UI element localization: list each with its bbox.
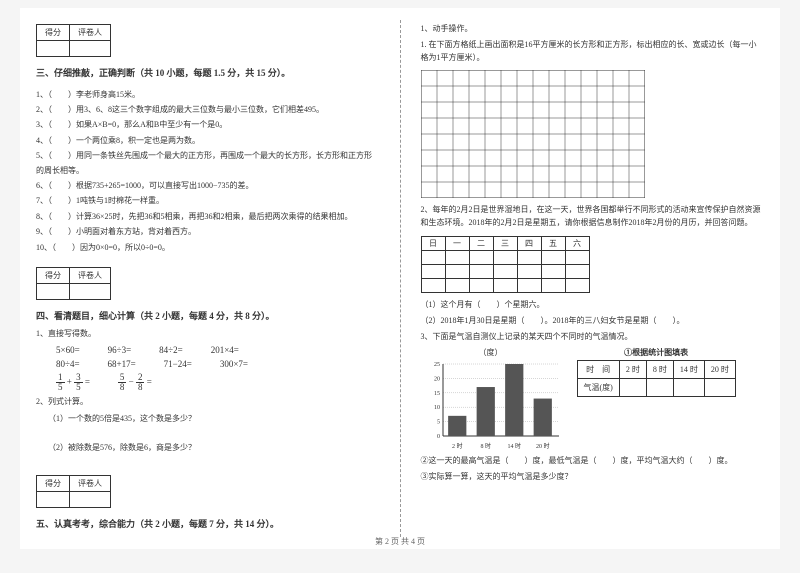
score-box-4: 得分 评卷人 [36, 267, 111, 300]
sec4-q1: （1）一个数的5倍是435，这个数是多少？ [48, 413, 380, 424]
r-h1: 1、动手操作。 [421, 23, 765, 36]
r-h3: 3、下面是气温自测仪上记录的某天四个不同时的气温情况。 [421, 331, 765, 344]
svg-text:0: 0 [437, 434, 440, 440]
section-5-title: 五、认真考考，综合能力（共 2 小题，每题 7 分，共 14 分）。 [36, 518, 380, 531]
temp-table: 时 间2 时8 时14 时20 时 气温(度) [577, 360, 736, 397]
exam-page: 得分 评卷人 三、仔细推敲，正确判断（共 10 小题，每题 1.5 分，共 15… [20, 8, 780, 549]
score-box-5: 得分 评卷人 [36, 475, 111, 508]
r-h2: 2、每年的2月2日是世界湿地日，在这一天，世界各国都举行不同形式的活动来宣传保护… [421, 204, 765, 230]
score-label: 得分 [37, 25, 70, 41]
svg-text:8 时: 8 时 [480, 442, 491, 450]
q3-2: 2、（ ）用3、6、8这三个数字组成的最大三位数与最小三位数，它们相差495。 [36, 103, 380, 117]
svg-text:10: 10 [434, 406, 440, 412]
r-q3b: ③实际算一算，这天的平均气温是多少度？ [421, 471, 765, 484]
q3-1: 1、（ ）李老师身高15米。 [36, 88, 380, 102]
chart-wrap: （度） 0 5 10 15 20 25 2 时 8 时 14 时 20 时 ①根据统计图填表 时 … [421, 347, 765, 452]
sec4-sub2: 2、列式计算。 [36, 396, 380, 409]
sec4-q2: （2）被除数是576，除数是6，商是多少？ [48, 442, 380, 453]
bar-chart: （度） 0 5 10 15 20 25 2 时 8 时 14 时 20 时 [421, 347, 561, 452]
stat-panel: ①根据统计图填表 时 间2 时8 时14 时20 时 气温(度) [577, 347, 736, 397]
chart-svg: 0 5 10 15 20 25 2 时 8 时 14 时 20 时 [421, 360, 561, 450]
r-q22: （2）2018年1月30日是星期（ ）。2018年的三八妇女节是星期（ ）。 [421, 315, 765, 328]
r-q21: （1）这个月有（ ）个星期六。 [421, 299, 765, 312]
q3-6: 6、（ ）根据735+265=1000，可以直接写出1000−735的差。 [36, 179, 380, 193]
left-column: 得分 评卷人 三、仔细推敲，正确判断（共 10 小题，每题 1.5 分，共 15… [36, 20, 380, 537]
grid-paper [421, 70, 765, 198]
section-3-title: 三、仔细推敲，正确判断（共 10 小题，每题 1.5 分，共 15 分）。 [36, 67, 380, 80]
section-3-items: 1、（ ）李老师身高15米。 2、（ ）用3、6、8这三个数字组成的最大三位数与… [36, 88, 380, 255]
calendar-table: 日一二三四五六 [421, 236, 590, 293]
y-axis-label: （度） [421, 347, 561, 358]
sec4-sub1: 1、直接写得数。 [36, 328, 380, 341]
svg-text:2 时: 2 时 [451, 442, 462, 450]
q3-5: 5、（ ）用同一条铁丝先围成一个最大的正方形，再围成一个最大的长方形，长方形和正… [36, 149, 380, 178]
q3-7: 7、（ ）1吨铁与1时棉花一样重。 [36, 194, 380, 208]
page-footer: 第 2 页 共 4 页 [20, 536, 780, 547]
frac-expr-2: 58 − 28 = [118, 373, 152, 392]
svg-text:25: 25 [434, 362, 440, 368]
svg-text:5: 5 [437, 420, 440, 426]
q3-9: 9、（ ）小明面对着东方站，背对着西方。 [36, 225, 380, 239]
section-4-title: 四、看清题目，细心计算（共 2 小题，每题 4 分，共 8 分）。 [36, 310, 380, 323]
calc-row-2: 80÷4= 68+17= 71−24= 300×7= [56, 359, 380, 369]
r-h1a: 1. 在下面方格纸上画出面积是16平方厘米的长方形和正方形，标出相应的长、宽或边… [421, 39, 765, 65]
q3-3: 3、（ ）如果A×B=0，那么A和B中至少有一个是0。 [36, 118, 380, 132]
q3-8: 8、（ ）计算36×25时，先把36和5相乘，再把36和2相乘，最后把两次乘得的… [36, 210, 380, 224]
column-divider [400, 20, 401, 537]
q3-10: 10、（ ）因为0×0=0，所以0÷0=0。 [36, 241, 380, 255]
svg-text:14 时: 14 时 [507, 442, 521, 450]
calc-row-3: 15 + 35 = 58 − 28 = [56, 373, 380, 392]
calc-row-1: 5×60= 96÷3= 84÷2= 201×4= [56, 345, 380, 355]
grader-label: 评卷人 [70, 25, 111, 41]
right-column: 1、动手操作。 1. 在下面方格纸上画出面积是16平方厘米的长方形和正方形，标出… [421, 20, 765, 537]
svg-text:20: 20 [434, 377, 440, 383]
svg-text:15: 15 [434, 391, 440, 397]
score-box-3: 得分 评卷人 [36, 24, 111, 57]
grid-svg [421, 70, 645, 198]
svg-text:20 时: 20 时 [535, 442, 549, 450]
r-q3a: ②这一天的最高气温是（ ）度，最低气温是（ ）度，平均气温大约（ ）度。 [421, 455, 765, 468]
q3-4: 4、（ ）一个两位乘8，积一定也是两为数。 [36, 134, 380, 148]
frac-expr-1: 15 + 35 = [56, 373, 90, 392]
table-fill-title: ①根据统计图填表 [577, 347, 736, 358]
